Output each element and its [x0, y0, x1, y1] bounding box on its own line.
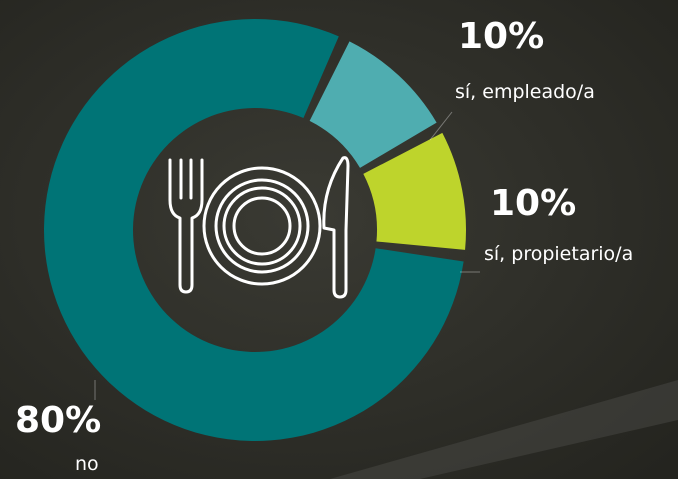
category-label: sí, propietario/a [484, 243, 633, 265]
value-label: 10% [490, 183, 576, 224]
leader-line [429, 111, 453, 141]
donut [44, 18, 466, 442]
category-label: sí, empleado/a [455, 81, 595, 103]
value-label: 80% [15, 400, 101, 441]
cutlery-icon [168, 156, 350, 299]
category-label: no [75, 453, 99, 475]
donut-segment [44, 18, 464, 442]
donut-segment [363, 132, 466, 250]
background-path [330, 380, 678, 479]
value-label: 10% [458, 16, 544, 57]
donut-segment [309, 41, 437, 168]
